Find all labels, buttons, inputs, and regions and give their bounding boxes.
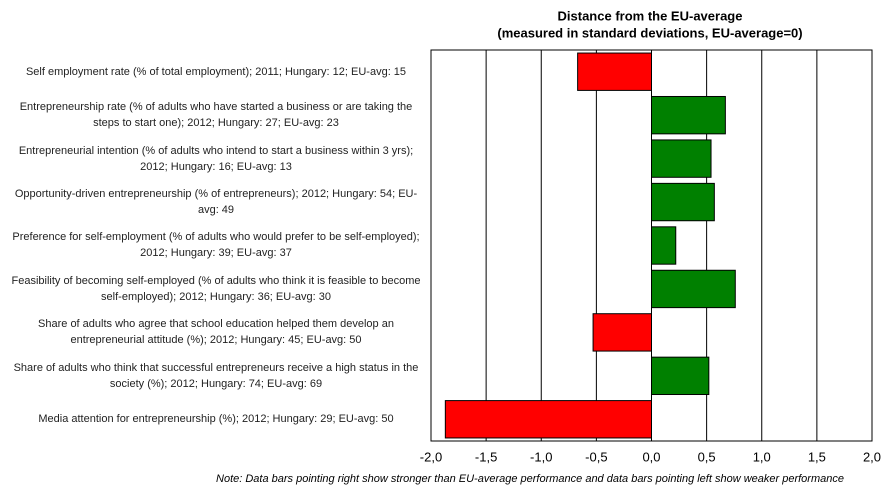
y-tick-label: Opportunity-driven entrepreneurship (% o… [14, 188, 418, 217]
bar [577, 52, 653, 91]
y-tick-label: Media attention for entrepreneurship (%)… [38, 413, 394, 426]
x-tick-label: 1,5 [808, 449, 826, 464]
x-tick-label: -2,0 [420, 449, 442, 464]
bar [592, 313, 653, 352]
chart-subtitle: (measured in standard deviations, EU-ave… [497, 25, 802, 40]
x-tick-label: 2,0 [863, 449, 881, 464]
y-tick-label: Self employment rate (% of total employm… [25, 65, 407, 78]
bar [651, 269, 736, 309]
x-tick-label: -1,0 [530, 449, 552, 464]
x-tick-label: 0,0 [642, 449, 660, 464]
x-tick-label: -1,5 [475, 449, 497, 464]
x-tick-label: 1,0 [753, 449, 771, 464]
bar [651, 139, 712, 178]
bar [651, 226, 677, 265]
bar [444, 400, 652, 439]
y-tick-label: Share of adults who agree that school ed… [38, 318, 394, 347]
bar [651, 356, 710, 396]
chart-title: Distance from the EU-average [558, 8, 743, 23]
note: Note: Data bars pointing right show stro… [216, 473, 844, 485]
y-tick-label: Entrepreneurial intention (% of adults w… [18, 144, 414, 173]
x-tick-label: 0,5 [698, 449, 716, 464]
y-tick-label: Feasibility of becoming self-employed (%… [11, 274, 421, 303]
bar [651, 95, 726, 135]
y-tick-label: Preference for self-employment (% of adu… [12, 231, 420, 260]
y-tick-label: Entrepreneurship rate (% of adults who h… [19, 101, 413, 130]
x-tick-label: -0,5 [585, 449, 607, 464]
bar [651, 182, 715, 222]
y-tick-label: Share of adults who think that successfu… [13, 361, 419, 390]
